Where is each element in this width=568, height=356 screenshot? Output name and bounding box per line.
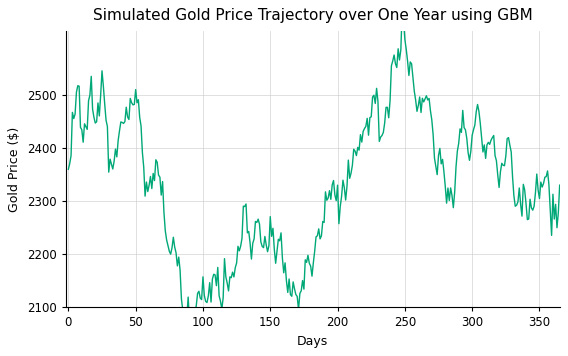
X-axis label: Days: Days bbox=[297, 335, 328, 348]
Title: Simulated Gold Price Trajectory over One Year using GBM: Simulated Gold Price Trajectory over One… bbox=[93, 8, 533, 23]
Y-axis label: Gold Price ($): Gold Price ($) bbox=[9, 127, 22, 212]
